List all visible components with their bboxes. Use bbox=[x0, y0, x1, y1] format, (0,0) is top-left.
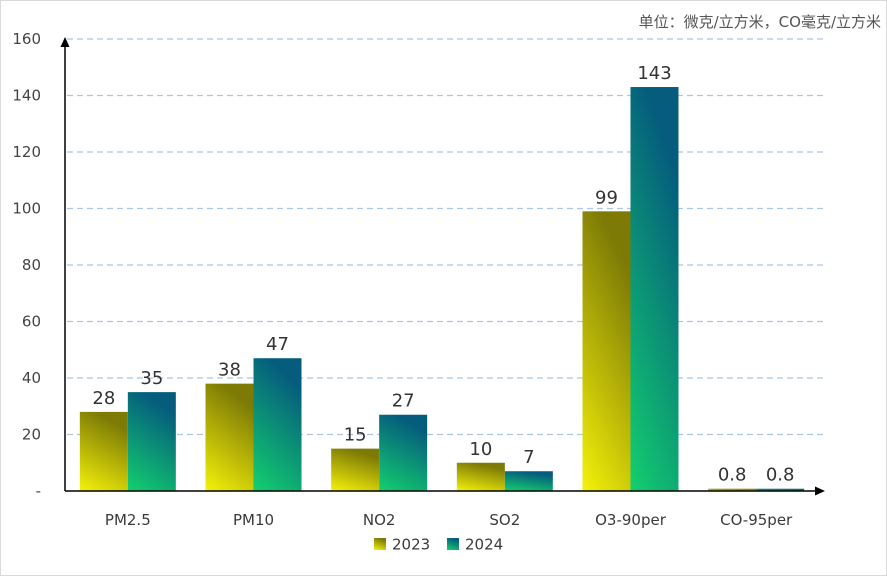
data-label-2023-O3-90per: 99 bbox=[595, 187, 618, 208]
bar-2024-CO-95per bbox=[756, 488, 805, 491]
data-label-2023-SO2: 10 bbox=[469, 439, 492, 460]
data-label-2024-PM10: 47 bbox=[266, 334, 289, 355]
y-tick-label: - bbox=[36, 482, 41, 500]
legend-label-2023: 2023 bbox=[392, 536, 430, 554]
data-label-2023-PM2.5: 28 bbox=[92, 388, 115, 409]
legend-swatch-2024 bbox=[447, 538, 459, 550]
bar-2023-SO2 bbox=[456, 462, 505, 491]
y-tick-label: 160 bbox=[12, 30, 41, 48]
y-tick-label: 80 bbox=[22, 256, 41, 274]
data-label-2024-NO2: 27 bbox=[392, 391, 415, 412]
y-tick-label: 20 bbox=[22, 426, 41, 444]
x-tick-label: PM2.5 bbox=[105, 511, 151, 529]
bar-2024-NO2 bbox=[379, 414, 428, 491]
bar-2024-O3-90per bbox=[630, 87, 679, 492]
data-label-2024-SO2: 7 bbox=[523, 447, 534, 468]
bar-2024-PM2.5 bbox=[127, 392, 176, 491]
x-tick-label: CO-95per bbox=[720, 511, 793, 529]
x-tick-label: O3-90per bbox=[595, 511, 667, 529]
bar-2023-NO2 bbox=[331, 448, 380, 491]
data-label-2023-NO2: 15 bbox=[344, 425, 367, 446]
y-tick-label: 60 bbox=[22, 313, 41, 331]
bar-2024-PM10 bbox=[253, 358, 302, 491]
y-axis-arrow bbox=[60, 37, 70, 47]
bar-2023-PM10 bbox=[205, 383, 254, 491]
x-tick-label: SO2 bbox=[489, 511, 520, 529]
bar-2023-CO-95per bbox=[708, 488, 757, 491]
unit-note: 单位：微克/立方米，CO毫克/立方米 bbox=[639, 13, 881, 31]
data-label-2024-CO-95per: 0.8 bbox=[766, 465, 795, 486]
x-tick-label: NO2 bbox=[363, 511, 396, 529]
y-tick-label: 140 bbox=[12, 87, 41, 105]
data-label-2024-PM2.5: 35 bbox=[140, 368, 163, 389]
x-tick-label: PM10 bbox=[233, 511, 274, 529]
y-tick-label: 40 bbox=[22, 369, 41, 387]
bar-2024-SO2 bbox=[504, 471, 553, 491]
bar-2023-PM2.5 bbox=[79, 411, 128, 491]
data-label-2023-PM10: 38 bbox=[218, 360, 241, 381]
data-label-2023-CO-95per: 0.8 bbox=[718, 465, 747, 486]
y-tick-label: 120 bbox=[12, 143, 41, 161]
legend: 2023 2024 bbox=[374, 536, 503, 554]
legend-swatch-2023 bbox=[374, 538, 386, 550]
data-label-2024-O3-90per: 143 bbox=[637, 63, 671, 84]
y-tick-label: 100 bbox=[12, 200, 41, 218]
bar-2023-O3-90per bbox=[582, 211, 631, 491]
x-axis-arrow bbox=[815, 486, 825, 496]
legend-label-2024: 2024 bbox=[465, 536, 503, 554]
